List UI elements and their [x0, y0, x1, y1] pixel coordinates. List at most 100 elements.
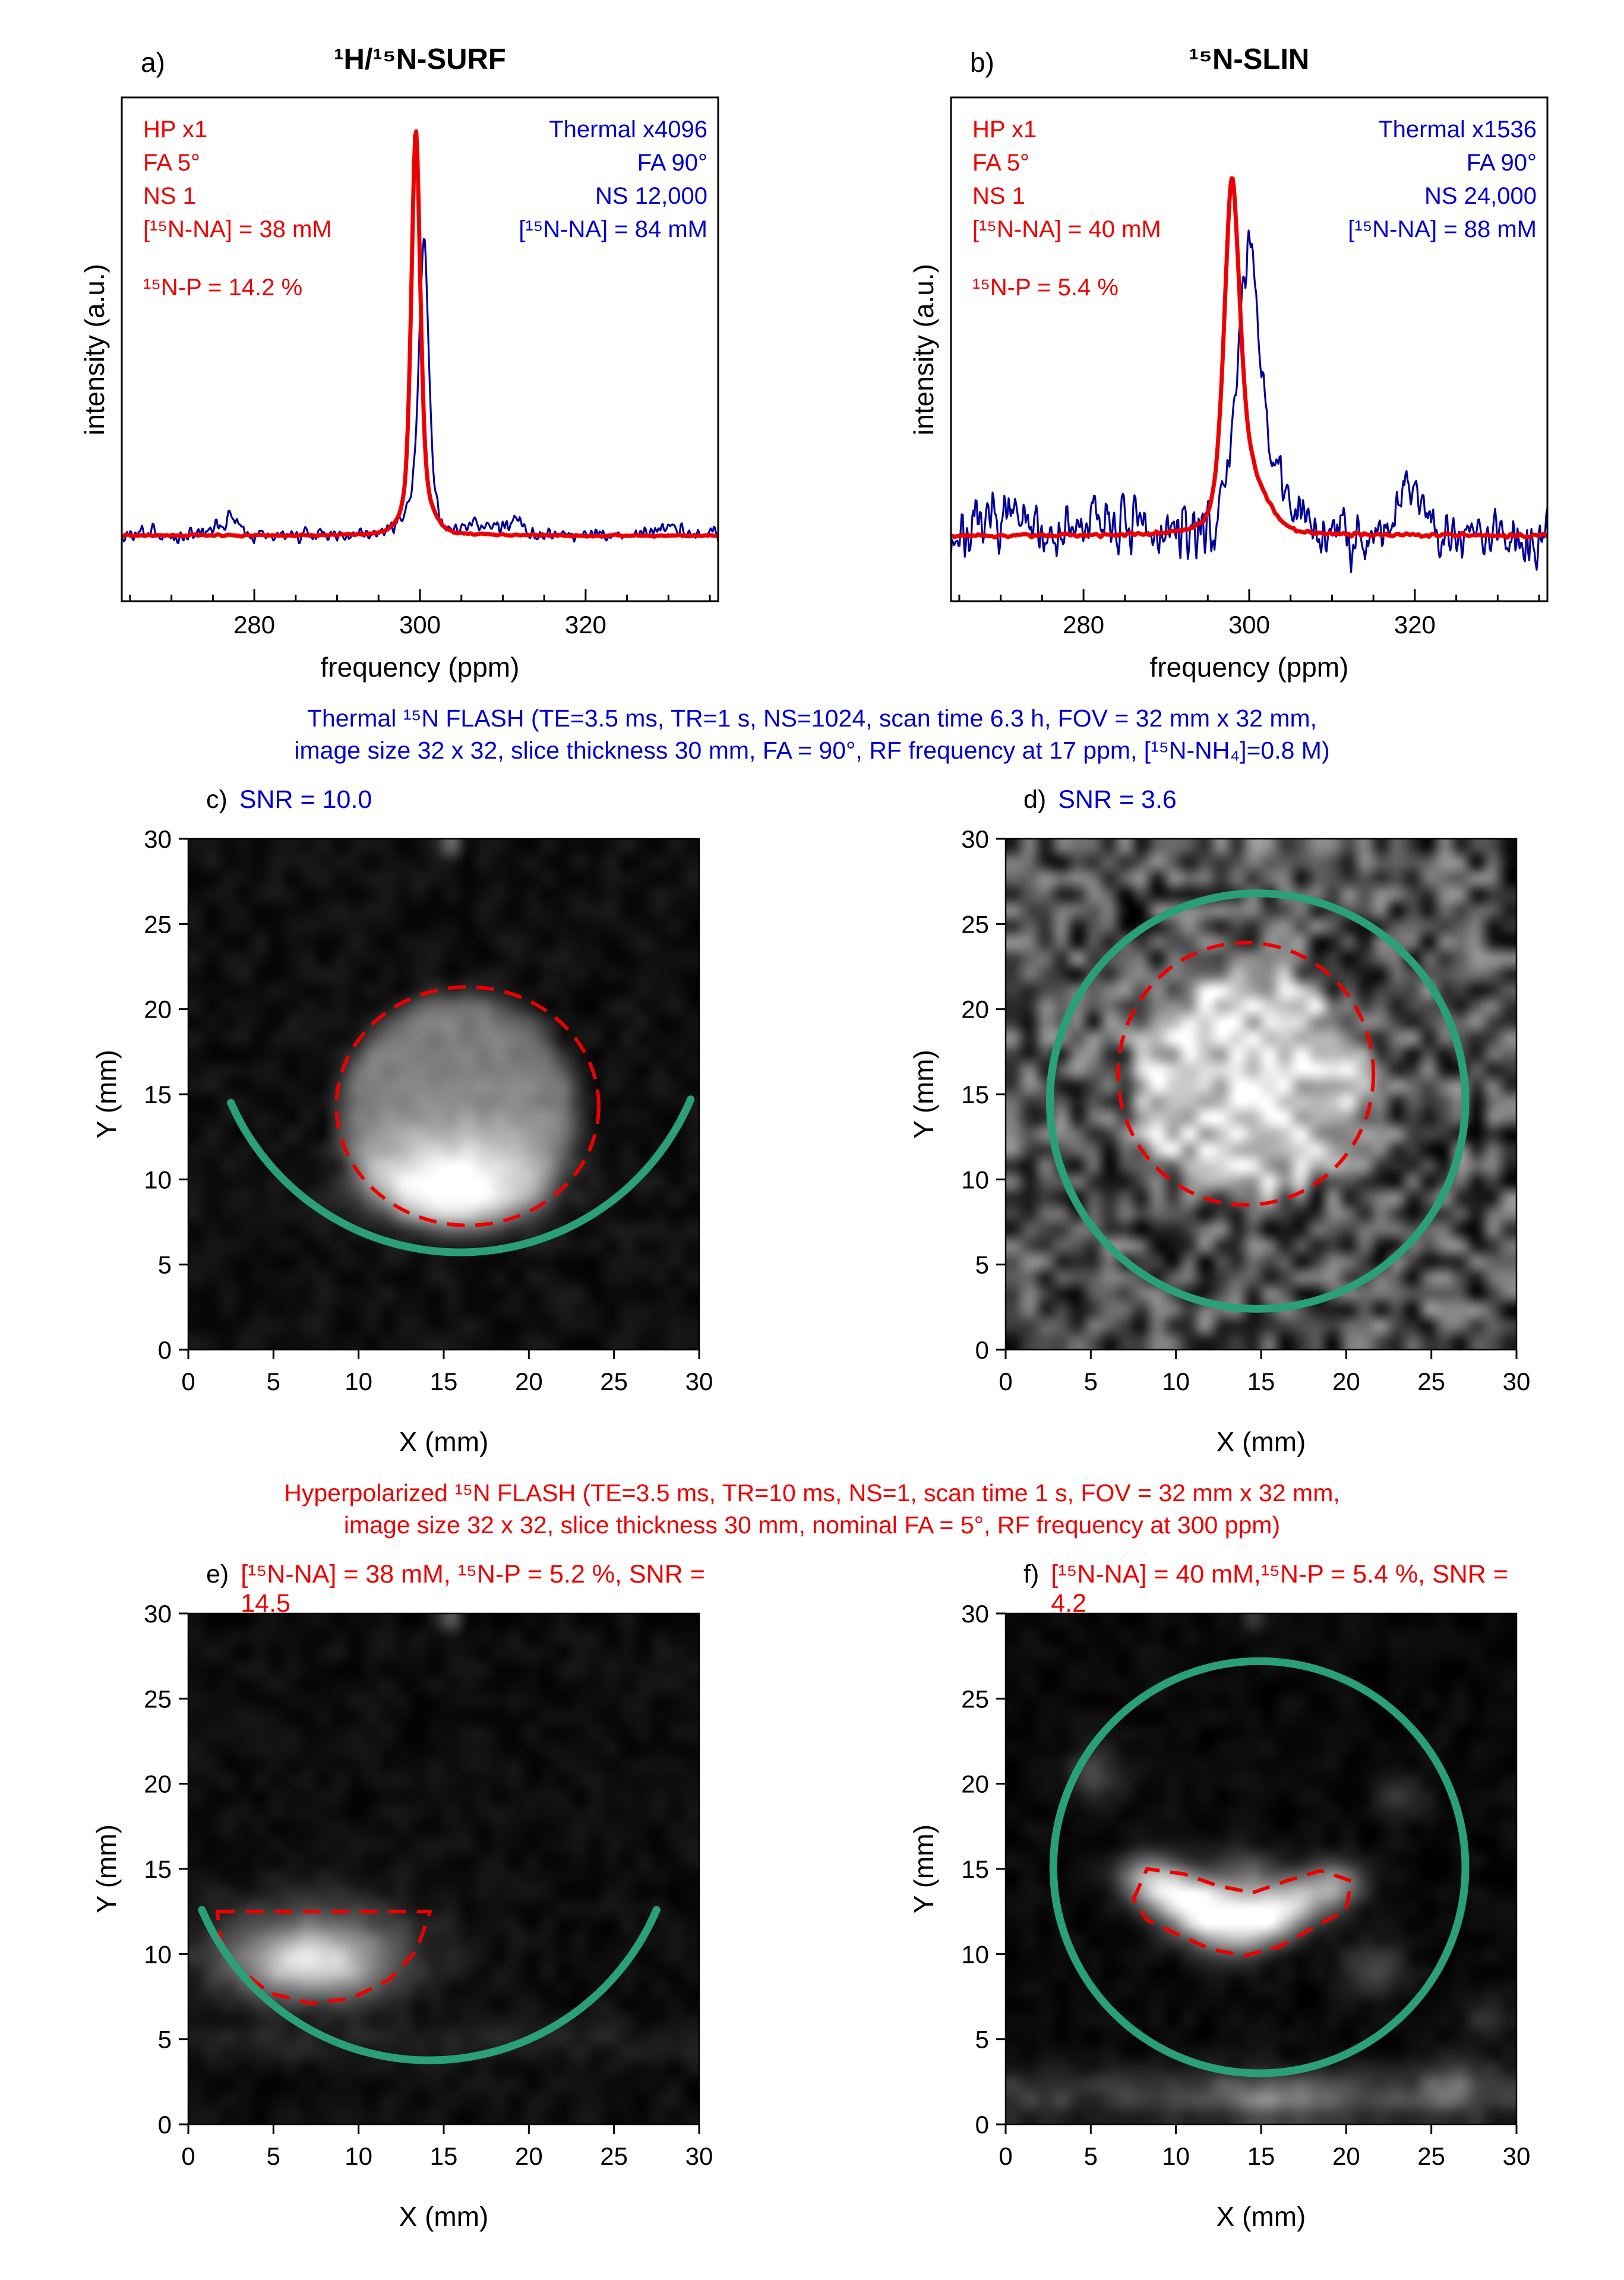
thermal-image-row: Y (mm) c) SNR = 10.0 0 0 5 5 10 10 15 15 20 20 25 2…	[0, 782, 1624, 1459]
caption-line: Thermal ¹⁵N FLASH (TE=3.5 ms, TR=1 s, NS…	[307, 705, 1317, 732]
caption-line: Hyperpolarized ¹⁵N FLASH (TE=3.5 ms, TR=…	[284, 1479, 1340, 1507]
svg-text:5: 5	[975, 2026, 989, 2054]
spectrum-plot-area-b: 280 300 320 HP x1 FA 5° NS 1 [¹⁵N-NA] = 40 mM…	[946, 93, 1552, 651]
panel-header: e) [¹⁵N-NA] = 38 mM, ¹⁵N-P = 5.2 %, SNR …	[129, 1556, 723, 1618]
panel-header: b) ¹⁵N-SLIN	[946, 38, 1552, 93]
panel-title: ¹⁵N-SLIN	[1189, 43, 1310, 75]
svg-text:5: 5	[267, 1368, 280, 1395]
svg-text:25: 25	[144, 911, 172, 939]
panel-d: Y (mm) d) SNR = 3.6 0 0 5 5 10 10 15 15 20 20 25 25…	[901, 782, 1540, 1459]
svg-text:280: 280	[1063, 611, 1104, 639]
y-axis-label: intensity (a.u.)	[908, 263, 939, 435]
spectrum-chart-a: 280 300 320	[121, 96, 719, 639]
thermal-parameters: Thermal x1536 FA 90° NS 24,000 [¹⁵N-NA] = 8…	[1348, 116, 1537, 242]
svg-text:280: 280	[233, 611, 275, 639]
thermal-imaging-caption: Thermal ¹⁵N FLASH (TE=3.5 ms, TR=1 s, NS…	[0, 702, 1624, 766]
spectra-row: intensity (a.u.) a) ¹H/¹⁵N-SURF 280 300 32…	[0, 38, 1624, 684]
svg-text:15: 15	[1247, 1368, 1275, 1395]
panel-a: intensity (a.u.) a) ¹H/¹⁵N-SURF 280 300 32…	[72, 38, 723, 684]
mri-image-e: 0 0 5 5 10 10 15 15 20 20 25 25 30 30	[129, 1599, 723, 2200]
mri-image-c: 0 0 5 5 10 10 15 15 20 20 25 25 30 30	[129, 825, 723, 1426]
panel-tag: b)	[970, 47, 994, 78]
hp-parameters: HP x1 FA 5° NS 1 [¹⁵N-NA] = 38 mM ¹⁵N-P = 14…	[143, 116, 332, 301]
panel-tag: f)	[1023, 1560, 1040, 1589]
svg-text:25: 25	[961, 911, 989, 939]
svg-text:25: 25	[600, 2142, 628, 2170]
mri-image-f: 0 0 5 5 10 10 15 15 20 20 25 25 30 30	[946, 1599, 1540, 2200]
mri-overlay-c: 00 5 5 10 10 15 15 20 20 25 25 30 30	[144, 825, 713, 1395]
panel-tag: a)	[141, 47, 165, 78]
thermal-parameters: Thermal x4096 FA 90° NS 12,000 [¹⁵N-NA] = 8…	[519, 116, 707, 242]
panel-header: f) [¹⁵N-NA] = 40 mM,¹⁵N-P = 5.4 %, SNR =…	[946, 1556, 1540, 1618]
x-axis-label: X (mm)	[1216, 1426, 1306, 1458]
svg-text:20: 20	[515, 1368, 543, 1395]
x-axis-label: X (mm)	[1216, 2201, 1306, 2232]
svg-text:5: 5	[158, 2026, 172, 2054]
svg-text:0: 0	[975, 1336, 989, 1364]
svg-text:25: 25	[1417, 1368, 1445, 1395]
svg-text:0: 0	[158, 1336, 172, 1364]
svg-text:10: 10	[345, 2142, 372, 2170]
svg-text:25: 25	[144, 1685, 172, 1713]
mri-canvas-d	[1006, 839, 1516, 1350]
y-axis-label: Y (mm)	[908, 1824, 939, 1914]
panel-header: d) SNR = 3.6	[946, 782, 1540, 825]
mri-canvas-c	[188, 839, 699, 1350]
y-axis-label-column: intensity (a.u.)	[72, 38, 117, 661]
caption-line: image size 32 x 32, slice thickness 30 m…	[294, 737, 1330, 765]
panel-header: a) ¹H/¹⁵N-SURF	[117, 38, 723, 93]
y-axis-label-column: Y (mm)	[901, 782, 946, 1407]
svg-text:10: 10	[144, 1941, 172, 1969]
svg-text:20: 20	[1332, 1368, 1360, 1395]
svg-text:30: 30	[1503, 1368, 1531, 1395]
svg-text:320: 320	[1394, 611, 1436, 639]
svg-text:0: 0	[181, 2142, 195, 2170]
svg-text:5: 5	[158, 1251, 172, 1279]
svg-text:30: 30	[144, 1600, 172, 1628]
panel-b: intensity (a.u.) b) ¹⁵N-SLIN 280 300 320 H…	[901, 38, 1552, 684]
snr-label: SNR = 10.0	[239, 785, 372, 814]
y-axis-label-column: Y (mm)	[84, 1556, 129, 2181]
svg-text:0: 0	[181, 1368, 195, 1395]
svg-text:0: 0	[975, 2111, 989, 2139]
snr-label: SNR = 3.6	[1058, 785, 1177, 814]
svg-text:25: 25	[1417, 2142, 1445, 2170]
panel-f: Y (mm) f) [¹⁵N-NA] = 40 mM,¹⁵N-P = 5.4 %…	[901, 1556, 1540, 2234]
svg-text:0: 0	[999, 2142, 1012, 2170]
svg-text:5: 5	[1084, 2142, 1098, 2170]
panel-header: c) SNR = 10.0	[129, 782, 723, 825]
caption-line: image size 32 x 32, slice thickness 30 m…	[343, 1511, 1281, 1539]
svg-text:30: 30	[685, 1368, 713, 1395]
svg-text:25: 25	[600, 1368, 628, 1395]
svg-text:20: 20	[961, 1770, 989, 1798]
spectrum-chart-b: 280 300 320	[950, 96, 1549, 639]
panel-tag: d)	[1023, 785, 1047, 814]
svg-text:15: 15	[430, 2142, 458, 2170]
svg-text:5: 5	[267, 2142, 280, 2170]
panel-title: ¹H/¹⁵N-SURF	[334, 43, 506, 75]
panel-tag: e)	[206, 1560, 229, 1589]
hyperpolarized-imaging-caption: Hyperpolarized ¹⁵N FLASH (TE=3.5 ms, TR=…	[0, 1477, 1624, 1541]
snr-label: [¹⁵N-NA] = 40 mM,¹⁵N-P = 5.4 %, SNR = 4.…	[1051, 1560, 1508, 1618]
panel-tag: c)	[206, 785, 228, 814]
hyperpolarized-image-row: Y (mm) e) [¹⁵N-NA] = 38 mM, ¹⁵N-P = 5.2 …	[0, 1556, 1624, 2234]
mri-canvas-e	[188, 1613, 699, 2125]
svg-text:10: 10	[1162, 2142, 1190, 2170]
svg-text:30: 30	[685, 2142, 713, 2170]
x-axis-label: frequency (ppm)	[320, 652, 520, 683]
svg-text:30: 30	[144, 825, 172, 853]
y-axis-label: Y (mm)	[91, 1824, 122, 1914]
svg-text:0: 0	[999, 1368, 1012, 1395]
svg-text:30: 30	[961, 825, 989, 853]
svg-text:300: 300	[399, 611, 441, 639]
svg-text:10: 10	[345, 1368, 372, 1395]
y-axis-label: Y (mm)	[91, 1050, 122, 1139]
svg-text:15: 15	[1247, 2142, 1275, 2170]
x-axis-label: X (mm)	[399, 1426, 489, 1458]
mri-canvas-f	[1006, 1613, 1516, 2125]
y-axis-label-column: intensity (a.u.)	[901, 38, 946, 661]
svg-text:10: 10	[961, 1941, 989, 1969]
y-axis-label: Y (mm)	[908, 1050, 939, 1139]
svg-text:5: 5	[975, 1251, 989, 1279]
